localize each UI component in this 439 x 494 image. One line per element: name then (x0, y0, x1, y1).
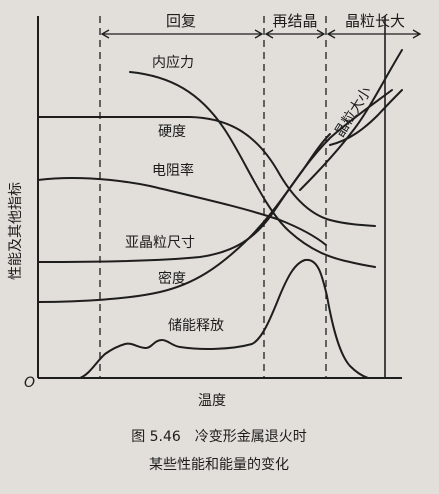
density-curve (37, 133, 331, 303)
label-grain-size: 晶粒大小 (332, 84, 375, 140)
label-subgrain-size: 亚晶粒尺寸 (125, 235, 195, 251)
subgrain-size-curve (37, 89, 393, 263)
recovery-range-arrow (100, 29, 264, 39)
caption-line-2: 某些性能和能量的变化 (149, 457, 289, 473)
stage-label-recrystallization: 再结晶 (272, 12, 317, 30)
resistivity-curve (37, 177, 327, 246)
grain-size-upper-curve (299, 49, 403, 191)
y-axis-label: 性能及其他指标 (8, 182, 24, 280)
label-stored-energy-release: 储能释放 (168, 318, 224, 334)
label-resistivity: 电阻率 (152, 162, 194, 179)
hardness-curve (37, 116, 376, 227)
label-internal-stress: 内应力 (152, 54, 194, 71)
label-hardness: 硬度 (158, 124, 186, 140)
caption-line-1: 图 5.46 冷变形金属退火时 (131, 429, 307, 445)
grain-growth-range-arrow (326, 29, 422, 39)
recrystallization-range-arrow (264, 29, 326, 39)
stage-label-recovery: 回复 (166, 12, 196, 30)
origin-label: O (24, 375, 35, 391)
grain-size-lower-curve (329, 89, 403, 146)
stored-energy-release-curve (79, 258, 369, 379)
label-density: 密度 (158, 270, 186, 287)
x-axis-label: 温度 (198, 393, 226, 409)
stage-label-grain-growth: 晶粒长大 (345, 12, 405, 30)
